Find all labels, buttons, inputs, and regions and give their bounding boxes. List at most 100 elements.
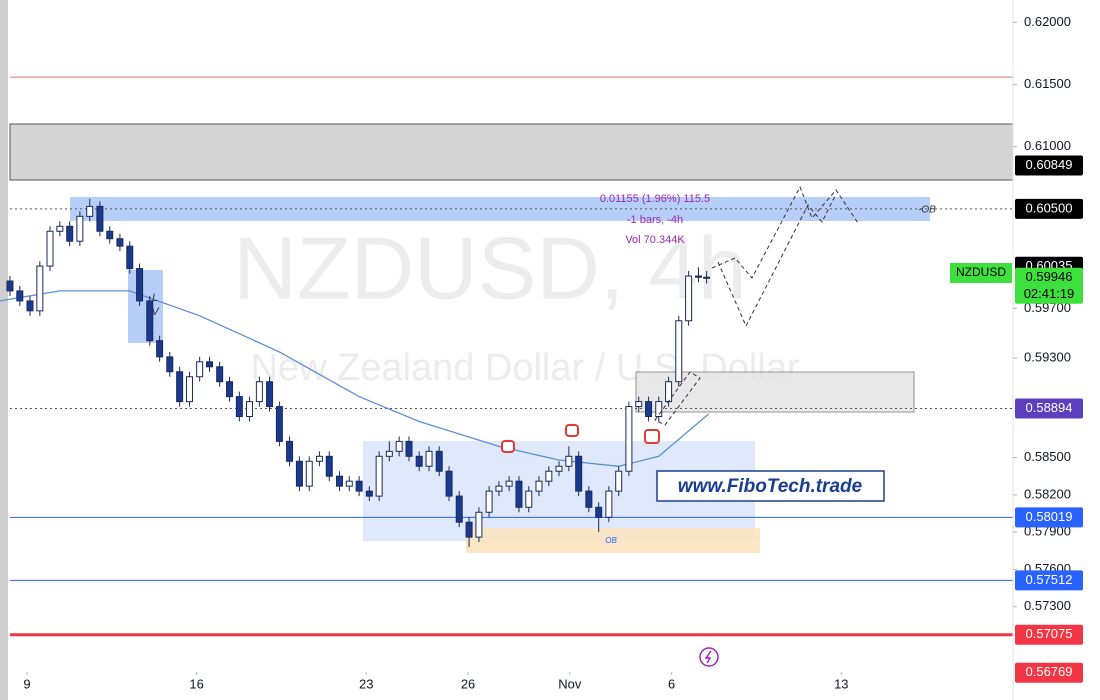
candle-body	[375, 455, 383, 497]
candle-body	[86, 205, 94, 217]
candle-body	[185, 376, 193, 403]
lv-label: V	[151, 306, 160, 318]
candle-body	[26, 300, 34, 312]
candle-body	[235, 396, 243, 418]
watermark-title: NZDUSD, 4h	[233, 218, 746, 317]
candle-body	[615, 470, 623, 492]
candle-body	[305, 460, 313, 487]
price-label-box	[1015, 662, 1083, 683]
bars-text: -1 bars, -4h	[627, 214, 683, 226]
candle-body	[505, 480, 513, 487]
candle-body	[226, 381, 234, 398]
y-tick-label: 0.59300	[1024, 350, 1071, 365]
price-label: 0.60500	[1026, 200, 1073, 215]
candle-body	[635, 401, 643, 408]
candle-body	[625, 406, 633, 472]
candle-body	[126, 245, 134, 270]
price-label-box	[1015, 507, 1083, 528]
candle-body	[665, 381, 673, 403]
hand-icon	[644, 429, 660, 444]
lv-label: L	[152, 292, 158, 304]
candle-body	[255, 381, 263, 403]
plot-layer	[0, 76, 1013, 637]
price-label: 0.58894	[1026, 400, 1073, 415]
candle-body	[116, 238, 124, 247]
candle-body	[16, 290, 24, 302]
candle-body	[216, 366, 224, 383]
ob-label: -OB	[918, 205, 936, 216]
x-tick-label: 9	[23, 676, 30, 691]
candle-body	[535, 480, 543, 492]
candle-body	[295, 460, 303, 487]
candle-body	[176, 371, 184, 403]
price-label: 0.60849	[1026, 157, 1073, 172]
candle-body	[246, 401, 254, 418]
hand-icons	[501, 424, 660, 453]
price-label-box	[1015, 398, 1083, 419]
candle-body	[205, 361, 213, 368]
candle-body	[525, 490, 533, 508]
y-tick-label: 0.62000	[1024, 14, 1071, 29]
axis-layer: 0.620000.615000.610000.597000.593000.585…	[23, 14, 1083, 691]
candle-body	[465, 521, 473, 538]
website-box	[656, 470, 885, 502]
candle-body	[395, 440, 403, 452]
candle-body	[345, 480, 353, 487]
candle-body	[355, 480, 363, 492]
candle-body	[595, 506, 603, 518]
x-tick-label: 23	[359, 676, 373, 691]
candle-body	[445, 470, 453, 497]
volume-text: Vol 70.344K	[625, 234, 685, 246]
event-icon[interactable]	[699, 647, 719, 667]
price-label: 0.58019	[1026, 509, 1073, 524]
candle-body	[106, 230, 114, 240]
y-tick-label: 0.61500	[1024, 76, 1071, 91]
supply-zone	[9, 123, 1014, 181]
candle-body	[485, 490, 493, 513]
liquidity-void-zone	[128, 270, 163, 343]
projection-path	[711, 185, 859, 279]
candle-body	[405, 440, 413, 457]
x-tick-label: 26	[461, 676, 475, 691]
demand-zone	[466, 528, 760, 553]
projection-path	[717, 193, 837, 328]
measure-text: 0.01155 (1.96%) 115.5	[600, 193, 710, 205]
candle-body	[425, 450, 433, 467]
x-tick-label: 6	[668, 676, 675, 691]
candle-body	[645, 401, 653, 418]
candle-body	[675, 320, 683, 383]
x-tick-label: 16	[189, 676, 203, 691]
candle-body	[575, 455, 583, 492]
candle-body	[515, 480, 523, 508]
countdown: 02:41:19	[1024, 286, 1075, 301]
x-tick-label: 13	[834, 676, 848, 691]
y-tick-label: 0.61000	[1024, 138, 1071, 153]
candle-body	[555, 465, 563, 472]
candle-body	[545, 470, 553, 482]
candle-body	[415, 455, 423, 467]
y-tick-label: 0.58500	[1024, 449, 1071, 464]
candle-body	[694, 275, 702, 278]
frame-edge	[0, 0, 8, 700]
candle-body	[36, 265, 44, 312]
projection-channel	[654, 371, 701, 426]
candle-body	[685, 275, 693, 322]
event-icon-bolt	[704, 650, 712, 664]
candle-body	[703, 276, 711, 279]
candle-body	[275, 406, 283, 442]
website-text: www.FiboTech.trade	[678, 476, 863, 497]
candle-body	[166, 356, 174, 373]
hand-icon	[501, 440, 515, 453]
y-tick-label: 0.58200	[1024, 486, 1071, 501]
candle-body	[146, 300, 154, 342]
candle-body	[266, 381, 274, 408]
candle-body	[96, 205, 104, 232]
symbol-label: NZDUSD	[956, 265, 1006, 279]
candle-body	[605, 490, 613, 518]
candle-body	[455, 495, 463, 523]
candle-body	[156, 340, 164, 358]
candle-body	[66, 225, 74, 242]
price-label: 0.57075	[1026, 626, 1073, 641]
